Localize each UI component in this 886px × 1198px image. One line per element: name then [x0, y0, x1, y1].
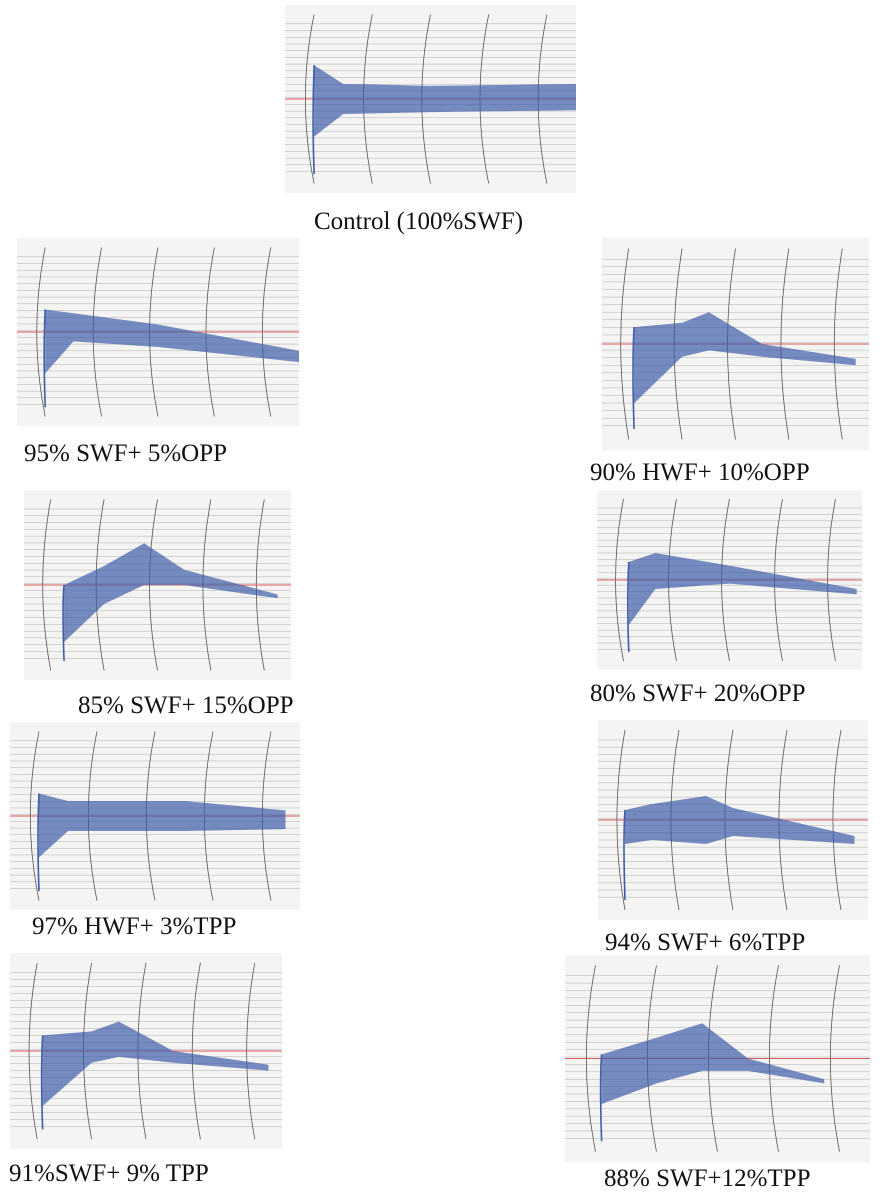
- panel-caption: 91%SWF+ 9% TPP: [9, 1160, 209, 1187]
- chart-svg: [17, 247, 299, 417]
- curve-rise: [599, 1054, 603, 1142]
- panel-caption: 95% SWF+ 5%OPP: [24, 440, 228, 467]
- curve-rise: [43, 309, 46, 408]
- panel-caption: 94% SWF+ 6%TPP: [605, 929, 806, 956]
- farinogram-chart: [285, 5, 576, 193]
- consistency-curve: [64, 543, 278, 642]
- farinogram-chart: [10, 953, 282, 1149]
- curve-rise: [627, 561, 630, 653]
- chart-svg: [24, 499, 291, 671]
- chart-svg: [598, 729, 868, 911]
- consistency-curve: [45, 309, 299, 374]
- curve-rise: [40, 1035, 44, 1130]
- farinogram-chart: [24, 490, 291, 680]
- panel-caption: 85% SWF+ 15%OPP: [78, 692, 294, 719]
- panel-caption: 80% SWF+ 20%OPP: [590, 680, 806, 707]
- curve-rise: [37, 793, 40, 892]
- chart-svg: [565, 965, 870, 1152]
- curve-rise: [623, 809, 626, 901]
- consistency-curve: [314, 65, 576, 137]
- curve-rise: [632, 326, 635, 429]
- consistency-curve: [39, 793, 286, 858]
- farinogram-chart: [598, 720, 868, 920]
- consistency-curve: [628, 553, 857, 625]
- chart-svg: [10, 962, 282, 1140]
- consistency-curve: [601, 1023, 825, 1105]
- chart-svg: [10, 731, 300, 901]
- consistency-curve: [634, 312, 856, 404]
- farinogram-chart: [565, 955, 870, 1162]
- farinogram-chart: [17, 238, 299, 426]
- consistency-curve: [42, 1021, 269, 1106]
- farinogram-chart: [10, 722, 300, 910]
- consistency-curve: [625, 796, 855, 844]
- chart-svg: [602, 248, 869, 440]
- panel-caption: 88% SWF+12%TPP: [604, 1165, 811, 1192]
- curve-rise: [62, 584, 65, 662]
- panel-caption: 90% HWF+ 10%OPP: [590, 459, 810, 486]
- chart-svg: [285, 14, 576, 184]
- farinogram-chart: [602, 238, 869, 450]
- panel-caption: 97% HWF+ 3%TPP: [32, 913, 237, 940]
- curve-rise: [312, 65, 315, 175]
- panel-caption: Control (100%SWF): [314, 208, 524, 235]
- farinogram-chart: [597, 490, 862, 670]
- chart-svg: [597, 498, 862, 662]
